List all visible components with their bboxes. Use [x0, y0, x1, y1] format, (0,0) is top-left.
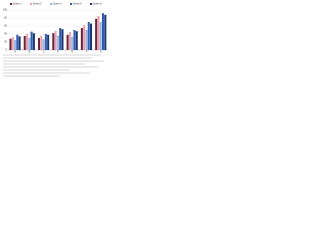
bar: [75, 31, 78, 50]
bar: [28, 38, 31, 50]
x-tick-label: E: [71, 51, 73, 54]
footnotes: [3, 54, 104, 77]
chart: 0 20 40 60 80 100 Series 1 Series 2 Series 3 Seri…: [3, 3, 108, 77]
y-tick-label: 100: [3, 9, 8, 12]
x-tick-label: A: [14, 51, 16, 54]
bar: [16, 34, 19, 50]
legend-swatch: [90, 3, 92, 5]
y-tick-label: 0: [6, 49, 8, 52]
bar: [102, 13, 105, 50]
legend-swatch: [30, 3, 32, 5]
legend-label: Series 4: [73, 3, 82, 6]
bar: [104, 14, 107, 51]
y-tick-label: 40: [4, 33, 7, 36]
bar: [85, 30, 88, 50]
legend-swatch: [50, 3, 52, 5]
bar: [68, 32, 71, 50]
bar: [90, 23, 93, 50]
legend-swatch: [70, 3, 72, 5]
bar: [80, 28, 83, 50]
x-tick-label: D: [57, 51, 59, 54]
bar: [47, 34, 50, 50]
bar: [83, 25, 86, 50]
bar: [42, 39, 45, 50]
bar: [56, 35, 59, 50]
bar: [9, 38, 12, 50]
legend-label: Series 2: [33, 3, 42, 6]
bar: [26, 34, 29, 50]
bar: [18, 36, 21, 50]
bar: [54, 30, 57, 50]
legend-label: Series 1: [13, 3, 22, 6]
bar: [38, 38, 41, 50]
bar: [71, 36, 74, 50]
bar: [97, 16, 100, 50]
legend-label: Series 5: [93, 3, 102, 6]
bar: [40, 35, 43, 50]
bar: [30, 31, 33, 50]
bar: [44, 34, 47, 50]
bar: [99, 22, 102, 50]
y-tick-label: 60: [4, 25, 7, 28]
bar: [87, 22, 90, 50]
bar: [61, 29, 64, 50]
legend-swatch: [10, 3, 12, 5]
bar: [11, 37, 14, 50]
legend-label: Series 3: [53, 3, 62, 6]
x-tick-label: G: [100, 51, 102, 54]
bar: [32, 33, 35, 50]
bar: [59, 28, 62, 50]
bar: [95, 18, 98, 50]
bar: [52, 33, 55, 50]
x-tick-label: B: [29, 51, 31, 54]
x-tick-label: C: [43, 51, 45, 54]
y-tick-label: 80: [4, 17, 7, 20]
bar: [66, 34, 69, 50]
x-tick-label: F: [86, 51, 88, 54]
bar: [14, 40, 17, 50]
bar: [73, 30, 76, 50]
bar: [23, 36, 26, 50]
y-tick-label: 20: [4, 41, 7, 44]
